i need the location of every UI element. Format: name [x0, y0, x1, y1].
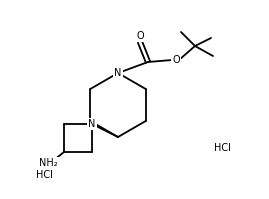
Text: N: N [114, 68, 122, 78]
Text: O: O [136, 31, 144, 41]
Text: N: N [88, 119, 96, 129]
Text: HCl: HCl [214, 143, 231, 153]
Text: NH₂: NH₂ [39, 158, 57, 168]
Text: HCl: HCl [36, 170, 52, 180]
Text: O: O [172, 55, 180, 65]
